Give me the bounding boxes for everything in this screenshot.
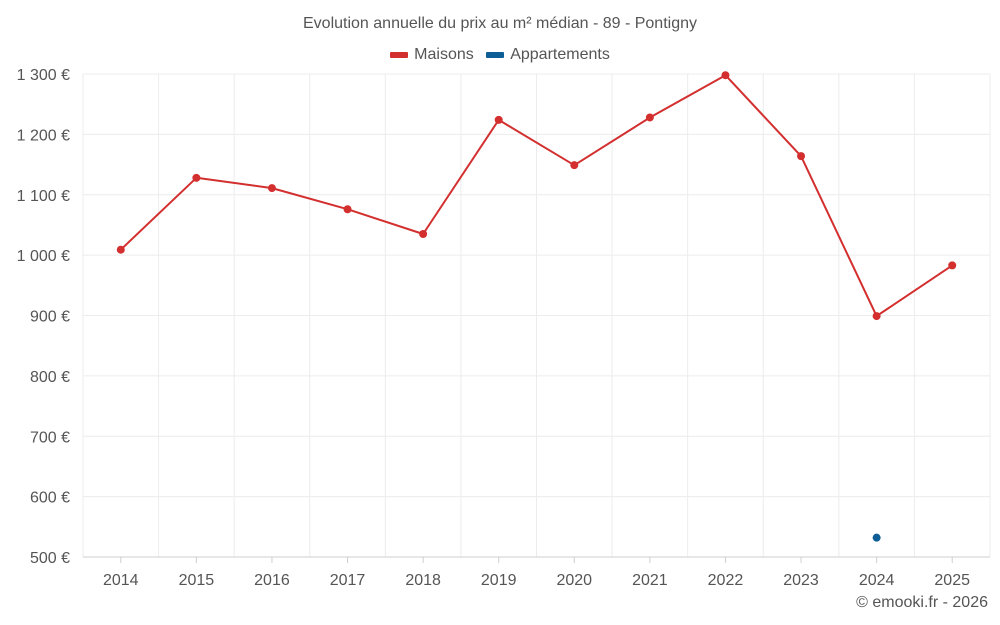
data-point-maisons bbox=[192, 173, 201, 182]
legend-label-appartements: Appartements bbox=[510, 46, 610, 63]
data-point-maisons bbox=[419, 229, 428, 238]
legend: Maisons Appartements bbox=[0, 45, 1000, 64]
y-tick-label: 900 € bbox=[30, 309, 70, 326]
x-tick-label: 2014 bbox=[103, 572, 139, 589]
y-tick-label: 600 € bbox=[30, 490, 70, 507]
y-tick-label: 1 000 € bbox=[17, 248, 70, 265]
y-tick-label: 500 € bbox=[30, 550, 70, 567]
legend-swatch-maisons bbox=[390, 52, 409, 58]
legend-label-maisons: Maisons bbox=[414, 46, 474, 63]
x-tick-label: 2017 bbox=[330, 572, 366, 589]
data-point-maisons bbox=[116, 245, 125, 254]
x-tick-label: 2020 bbox=[556, 572, 592, 589]
x-tick-label: 2019 bbox=[481, 572, 517, 589]
y-tick-label: 1 300 € bbox=[17, 67, 70, 84]
legend-swatch-appartements bbox=[486, 52, 505, 58]
data-point-maisons bbox=[267, 184, 276, 193]
legend-item-appartements[interactable]: Appartements bbox=[486, 46, 610, 64]
data-point-maisons bbox=[343, 205, 352, 214]
data-point-maisons bbox=[570, 161, 579, 170]
data-point-maisons bbox=[494, 115, 503, 124]
legend-item-maisons[interactable]: Maisons bbox=[390, 46, 474, 64]
x-tick-label: 2025 bbox=[934, 572, 970, 589]
x-tick-label: 2018 bbox=[405, 572, 441, 589]
data-point-maisons bbox=[721, 71, 730, 80]
data-point-maisons bbox=[948, 261, 957, 270]
y-tick-label: 700 € bbox=[30, 429, 70, 446]
y-tick-label: 1 100 € bbox=[17, 188, 70, 205]
data-point-maisons bbox=[645, 113, 654, 122]
x-tick-label: 2016 bbox=[254, 572, 290, 589]
chart-title: Evolution annuelle du prix au m² médian … bbox=[303, 15, 697, 32]
x-tick-label: 2022 bbox=[708, 572, 744, 589]
y-tick-label: 1 200 € bbox=[17, 127, 70, 144]
data-point-maisons bbox=[797, 152, 806, 161]
series-line-maisons bbox=[120, 74, 953, 318]
x-tick-label: 2024 bbox=[859, 572, 895, 589]
y-tick-label: 800 € bbox=[30, 369, 70, 386]
credit-text: © emooki.fr - 2026 bbox=[856, 594, 988, 611]
data-point-maisons bbox=[872, 312, 881, 321]
x-tick-label: 2021 bbox=[632, 572, 668, 589]
x-tick-label: 2015 bbox=[179, 572, 215, 589]
data-point-appartements bbox=[872, 533, 881, 542]
x-tick-label: 2023 bbox=[783, 572, 819, 589]
